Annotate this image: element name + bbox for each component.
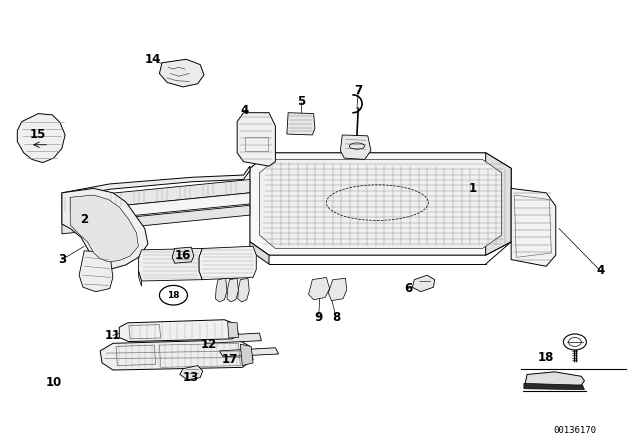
Polygon shape [340, 135, 371, 159]
Polygon shape [227, 278, 239, 302]
Text: 15: 15 [30, 129, 47, 142]
Polygon shape [259, 159, 502, 249]
Text: 2: 2 [80, 213, 88, 226]
Polygon shape [237, 113, 275, 166]
Polygon shape [524, 383, 584, 390]
Polygon shape [241, 344, 253, 366]
Text: 18: 18 [167, 291, 180, 300]
Polygon shape [328, 278, 347, 301]
Polygon shape [62, 205, 250, 234]
Text: 13: 13 [183, 371, 200, 384]
Text: 3: 3 [58, 253, 66, 266]
Polygon shape [412, 275, 435, 292]
Polygon shape [511, 188, 556, 266]
Polygon shape [250, 153, 511, 255]
Polygon shape [119, 320, 239, 341]
Text: 17: 17 [221, 353, 237, 366]
Text: 8: 8 [332, 311, 340, 324]
Polygon shape [250, 242, 269, 264]
Polygon shape [138, 249, 202, 281]
Polygon shape [486, 153, 511, 255]
Text: 1: 1 [469, 182, 477, 195]
Text: 5: 5 [297, 95, 305, 108]
Text: 12: 12 [200, 338, 216, 351]
Text: 14: 14 [145, 53, 161, 66]
Text: 4: 4 [596, 264, 605, 277]
Circle shape [159, 285, 188, 305]
Text: 4: 4 [241, 104, 249, 117]
Polygon shape [180, 366, 203, 380]
Polygon shape [79, 251, 113, 292]
Polygon shape [204, 333, 261, 343]
Polygon shape [228, 322, 239, 338]
Polygon shape [220, 348, 278, 357]
Polygon shape [238, 278, 249, 302]
Polygon shape [100, 340, 253, 370]
Polygon shape [62, 180, 250, 211]
Polygon shape [17, 114, 65, 163]
Polygon shape [62, 166, 250, 198]
Text: 7: 7 [354, 84, 362, 97]
Polygon shape [308, 277, 330, 300]
Text: 00136170: 00136170 [554, 426, 596, 435]
Polygon shape [159, 59, 204, 87]
Polygon shape [138, 271, 141, 286]
Text: 18: 18 [538, 351, 554, 364]
Text: 11: 11 [105, 329, 121, 342]
Polygon shape [62, 193, 250, 223]
Polygon shape [172, 247, 194, 263]
Text: 10: 10 [45, 375, 62, 388]
Polygon shape [525, 372, 584, 388]
Text: 9: 9 [315, 311, 323, 324]
Polygon shape [70, 195, 138, 262]
Polygon shape [216, 278, 227, 302]
Polygon shape [199, 246, 256, 280]
Polygon shape [62, 188, 148, 268]
Polygon shape [287, 113, 315, 135]
Text: 6: 6 [404, 282, 412, 295]
Text: 16: 16 [175, 249, 191, 262]
